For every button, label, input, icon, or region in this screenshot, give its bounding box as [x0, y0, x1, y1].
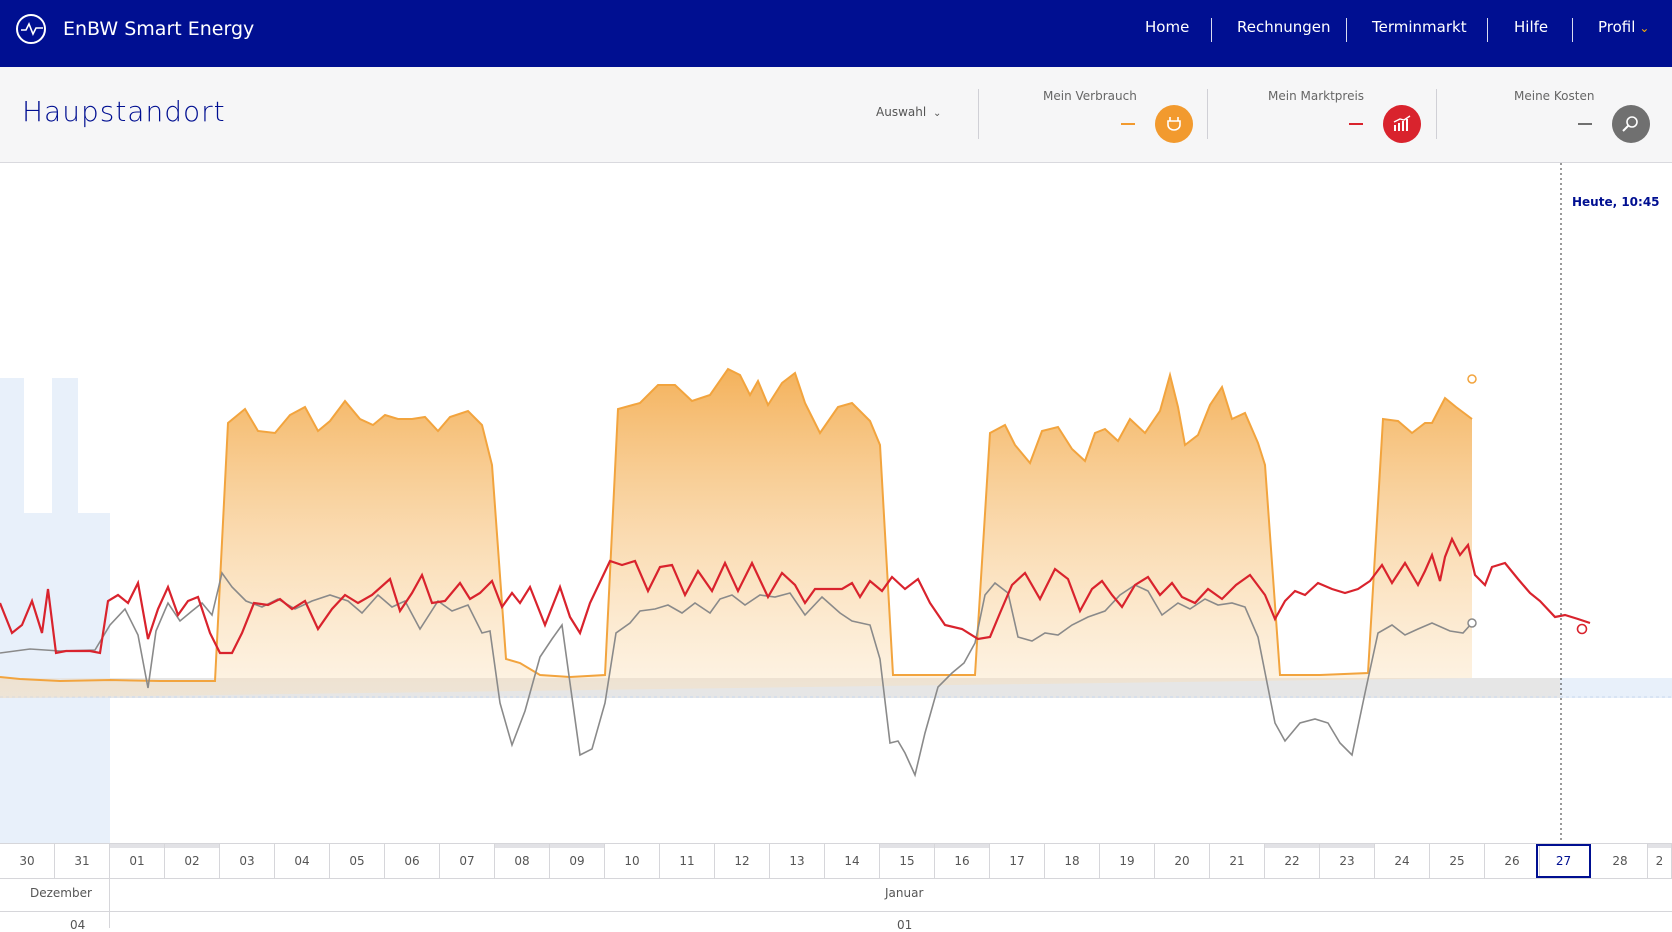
- kpi-consumption-label: Mein Verbrauch: [1043, 89, 1137, 103]
- top-navigation-bar: EnBW Smart Energy Home Rechnungen Termin…: [0, 0, 1672, 67]
- day-cell[interactable]: 2: [1648, 844, 1672, 878]
- day-cell[interactable]: 03: [220, 844, 275, 878]
- day-cell[interactable]: 07: [440, 844, 495, 878]
- chevron-down-icon: ⌄: [1639, 21, 1650, 35]
- day-cell[interactable]: 18: [1045, 844, 1100, 878]
- day-cell[interactable]: 15: [880, 844, 935, 878]
- location-selector-label: Auswahl: [876, 105, 927, 119]
- header-divider: [978, 89, 979, 139]
- today-label: Heute, 10:45: [1572, 195, 1660, 209]
- week-label: 01: [897, 918, 913, 932]
- day-cell[interactable]: 02: [165, 844, 220, 878]
- month-label-january: Januar: [885, 886, 924, 900]
- location-selector[interactable]: Auswahl ⌄: [876, 105, 941, 119]
- costs-end-marker: [1467, 618, 1477, 628]
- day-cell[interactable]: 25: [1430, 844, 1485, 878]
- market-price-line: [0, 536, 1591, 655]
- day-cell[interactable]: 26: [1485, 844, 1540, 878]
- nav-hilfe[interactable]: Hilfe: [1514, 18, 1549, 36]
- day-cell[interactable]: 30: [0, 844, 55, 878]
- day-cell[interactable]: 16: [935, 844, 990, 878]
- week-label: 04: [70, 918, 86, 932]
- day-cell[interactable]: 10: [605, 844, 660, 878]
- day-cell[interactable]: 06: [385, 844, 440, 878]
- kpi-consumption-legend: [1121, 123, 1135, 125]
- location-header: Haupstandort Auswahl ⌄ Mein Verbrauch Me…: [0, 67, 1672, 163]
- day-cell[interactable]: 31: [55, 844, 110, 878]
- nav-profil[interactable]: Profil ⌄: [1598, 18, 1649, 36]
- euro-search-icon[interactable]: [1612, 105, 1650, 143]
- day-cell[interactable]: 13: [770, 844, 825, 878]
- app-title[interactable]: EnBW Smart Energy: [63, 18, 255, 40]
- nav-separator: [1572, 18, 1573, 42]
- day-cell[interactable]: 12: [715, 844, 770, 878]
- bar-chart-icon[interactable]: [1383, 105, 1421, 143]
- plug-icon[interactable]: [1155, 105, 1193, 143]
- day-cell[interactable]: 21: [1210, 844, 1265, 878]
- nav-profil-label: Profil: [1598, 18, 1636, 36]
- day-cell[interactable]: 14: [825, 844, 880, 878]
- day-cell[interactable]: 20: [1155, 844, 1210, 878]
- nav-home[interactable]: Home: [1145, 18, 1190, 36]
- nav-rechnungen[interactable]: Rechnungen: [1237, 18, 1331, 36]
- month-divider: [109, 877, 110, 928]
- day-cell[interactable]: 17: [990, 844, 1045, 878]
- day-cell[interactable]: 23: [1320, 844, 1375, 878]
- energy-chart[interactable]: [0, 163, 1672, 843]
- day-cell[interactable]: 09: [550, 844, 605, 878]
- day-cell[interactable]: 11: [660, 844, 715, 878]
- day-cell[interactable]: 04: [275, 844, 330, 878]
- day-cell[interactable]: 05: [330, 844, 385, 878]
- consumption-line: [0, 367, 1473, 683]
- kpi-market-price-legend: [1349, 123, 1363, 125]
- nav-terminmarkt[interactable]: Terminmarkt: [1372, 18, 1467, 36]
- enbw-logo-icon[interactable]: [16, 14, 46, 44]
- kpi-costs-legend: [1578, 123, 1592, 125]
- day-cell[interactable]: 08: [495, 844, 550, 878]
- header-divider: [1436, 89, 1437, 139]
- chevron-down-icon: ⌄: [933, 108, 942, 119]
- day-cell[interactable]: 19: [1100, 844, 1155, 878]
- day-cell[interactable]: 24: [1375, 844, 1430, 878]
- month-label-december: Dezember: [30, 886, 92, 900]
- nav-separator: [1487, 18, 1488, 42]
- page-title: Haupstandort: [22, 95, 226, 128]
- kpi-market-price-label: Mein Marktpreis: [1268, 89, 1365, 103]
- day-timeline: 30 31 01 02 03 04 05 06 07 08 09 10 11 1…: [0, 843, 1672, 879]
- header-divider: [1207, 89, 1208, 139]
- market-price-end-marker: [1576, 623, 1588, 635]
- day-cell[interactable]: 01: [110, 844, 165, 878]
- kpi-costs-label: Meine Kosten: [1514, 89, 1595, 103]
- consumption-area: [0, 369, 1472, 698]
- month-timeline: Dezember Januar: [0, 877, 1672, 912]
- nav-separator: [1211, 18, 1212, 42]
- day-cell[interactable]: 22: [1265, 844, 1320, 878]
- consumption-end-marker: [1467, 374, 1477, 384]
- nav-separator: [1346, 18, 1347, 42]
- day-cell[interactable]: 28: [1593, 844, 1648, 878]
- day-cell-selected[interactable]: 27: [1536, 844, 1591, 878]
